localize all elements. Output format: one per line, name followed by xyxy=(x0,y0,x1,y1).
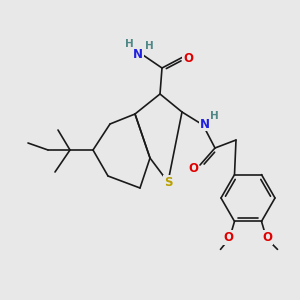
Text: N: N xyxy=(133,47,143,61)
Text: O: O xyxy=(262,231,272,244)
Text: N: N xyxy=(200,118,210,130)
Text: S: S xyxy=(164,176,172,188)
Text: H: H xyxy=(210,111,218,121)
Text: O: O xyxy=(224,231,233,244)
Text: O: O xyxy=(183,52,193,64)
Text: H: H xyxy=(145,41,153,51)
Text: H: H xyxy=(124,39,134,49)
Text: O: O xyxy=(188,161,198,175)
